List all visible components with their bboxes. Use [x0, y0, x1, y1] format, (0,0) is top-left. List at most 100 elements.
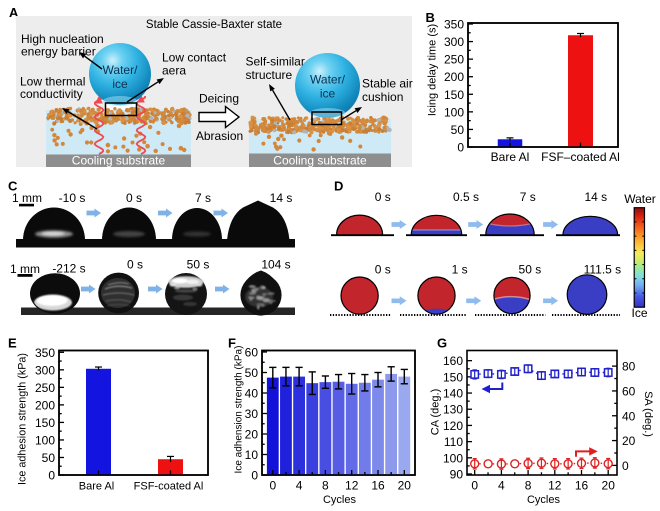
svg-text:Ice adhesion strength (kPa): Ice adhesion strength (kPa) [17, 353, 29, 485]
svg-text:80: 80 [622, 360, 636, 374]
svg-text:50 s: 50 s [187, 258, 210, 272]
svg-text:111.5 s: 111.5 s [584, 263, 622, 277]
svg-text:Low contact: Low contact [162, 51, 227, 65]
svg-text:Stable air: Stable air [362, 77, 413, 91]
svg-text:D: D [334, 179, 343, 194]
svg-text:SA (deg.): SA (deg.) [642, 391, 654, 437]
svg-text:130: 130 [443, 403, 463, 417]
svg-text:50: 50 [42, 451, 56, 465]
svg-text:aera: aera [162, 64, 186, 78]
svg-text:CA (deg.): CA (deg.) [430, 389, 442, 435]
svg-text:0 s: 0 s [375, 190, 391, 204]
svg-text:C: C [8, 179, 18, 194]
svg-text:30: 30 [245, 407, 259, 421]
svg-text:ice: ice [112, 77, 128, 91]
svg-text:14 s: 14 s [270, 191, 293, 205]
svg-text:20: 20 [398, 479, 412, 493]
svg-text:conductivity: conductivity [20, 87, 83, 101]
svg-text:cushion: cushion [362, 90, 403, 104]
svg-text:10: 10 [245, 448, 259, 462]
svg-text:Abrasion: Abrasion [196, 129, 243, 143]
svg-text:16: 16 [371, 479, 385, 493]
svg-text:Water/: Water/ [103, 63, 139, 77]
svg-text:G: G [437, 336, 447, 351]
svg-text:-212 s: -212 s [52, 262, 85, 276]
svg-text:100: 100 [444, 105, 464, 119]
svg-text:0: 0 [457, 141, 464, 155]
svg-text:350: 350 [444, 18, 464, 32]
svg-text:Low thermal: Low thermal [20, 75, 85, 89]
svg-text:A: A [9, 5, 19, 20]
svg-text:150: 150 [443, 370, 463, 384]
svg-text:300: 300 [35, 363, 55, 377]
svg-text:0: 0 [471, 479, 478, 493]
svg-text:250: 250 [35, 381, 55, 395]
svg-text:ice: ice [320, 87, 336, 101]
svg-text:0: 0 [622, 459, 629, 473]
svg-text:Bare Al: Bare Al [491, 150, 530, 164]
svg-text:16: 16 [575, 479, 589, 493]
svg-text:4: 4 [498, 479, 505, 493]
svg-text:4: 4 [296, 479, 303, 493]
svg-text:0.5 s: 0.5 s [453, 190, 479, 204]
svg-text:1 s: 1 s [452, 263, 468, 277]
svg-text:B: B [426, 10, 435, 25]
svg-text:0: 0 [251, 469, 258, 483]
svg-text:Ice adhension strength (kPa): Ice adhension strength (kPa) [234, 346, 245, 474]
svg-text:350: 350 [35, 346, 55, 360]
svg-text:300: 300 [444, 35, 464, 49]
svg-text:Water/: Water/ [310, 73, 346, 87]
svg-text:50: 50 [451, 123, 465, 137]
svg-text:Self-similar: Self-similar [246, 55, 305, 69]
svg-text:100: 100 [443, 451, 463, 465]
svg-text:0 s: 0 s [375, 263, 391, 277]
svg-text:Cooling substrate: Cooling substrate [72, 154, 166, 168]
svg-text:110: 110 [444, 435, 463, 449]
svg-text:FSF-coated Al: FSF-coated Al [134, 481, 204, 493]
svg-text:150: 150 [35, 416, 55, 430]
svg-text:0: 0 [269, 479, 276, 493]
svg-text:150: 150 [444, 88, 464, 102]
svg-text:90: 90 [450, 468, 464, 482]
svg-text:FSF–coated Al: FSF–coated Al [541, 150, 620, 164]
svg-text:60: 60 [245, 346, 259, 360]
svg-text:7 s: 7 s [520, 190, 536, 204]
svg-text:20: 20 [245, 428, 259, 442]
svg-text:250: 250 [444, 53, 464, 67]
svg-text:High nucleation: High nucleation [21, 32, 104, 46]
svg-text:0 s: 0 s [127, 258, 143, 272]
svg-text:120: 120 [443, 419, 463, 433]
svg-text:Water: Water [624, 192, 656, 206]
svg-text:Cooling substrate: Cooling substrate [273, 154, 367, 168]
svg-text:7 s: 7 s [195, 191, 211, 205]
svg-text:200: 200 [444, 70, 464, 84]
svg-text:200: 200 [35, 398, 55, 412]
svg-text:140: 140 [443, 387, 463, 401]
svg-text:14 s: 14 s [584, 190, 607, 204]
svg-text:12: 12 [548, 479, 562, 493]
svg-text:F: F [228, 336, 236, 351]
svg-text:Stable Cassie-Baxter state: Stable Cassie-Baxter state [146, 19, 282, 31]
svg-text:structure: structure [246, 68, 293, 82]
svg-text:Icing delay time (s): Icing delay time (s) [427, 24, 439, 116]
svg-text:-10 s: -10 s [59, 191, 86, 205]
svg-text:40: 40 [245, 387, 259, 401]
svg-text:20: 20 [602, 479, 616, 493]
svg-text:1 mm: 1 mm [12, 191, 42, 205]
svg-text:50: 50 [245, 366, 259, 380]
svg-text:12: 12 [345, 479, 359, 493]
svg-text:Deicing: Deicing [199, 92, 239, 106]
svg-text:Bare Al: Bare Al [79, 481, 114, 493]
svg-text:8: 8 [525, 479, 532, 493]
svg-text:1 mm: 1 mm [10, 262, 40, 276]
svg-text:60: 60 [622, 384, 636, 398]
svg-text:40: 40 [622, 409, 636, 423]
svg-text:Ice: Ice [631, 306, 647, 320]
svg-text:160: 160 [443, 354, 463, 368]
svg-text:104 s: 104 s [261, 258, 290, 272]
svg-text:20: 20 [622, 434, 636, 448]
svg-text:0 s: 0 s [126, 191, 142, 205]
svg-text:energy barrier: energy barrier [21, 45, 96, 59]
svg-text:0: 0 [48, 469, 55, 483]
svg-text:Cycles: Cycles [323, 494, 357, 506]
